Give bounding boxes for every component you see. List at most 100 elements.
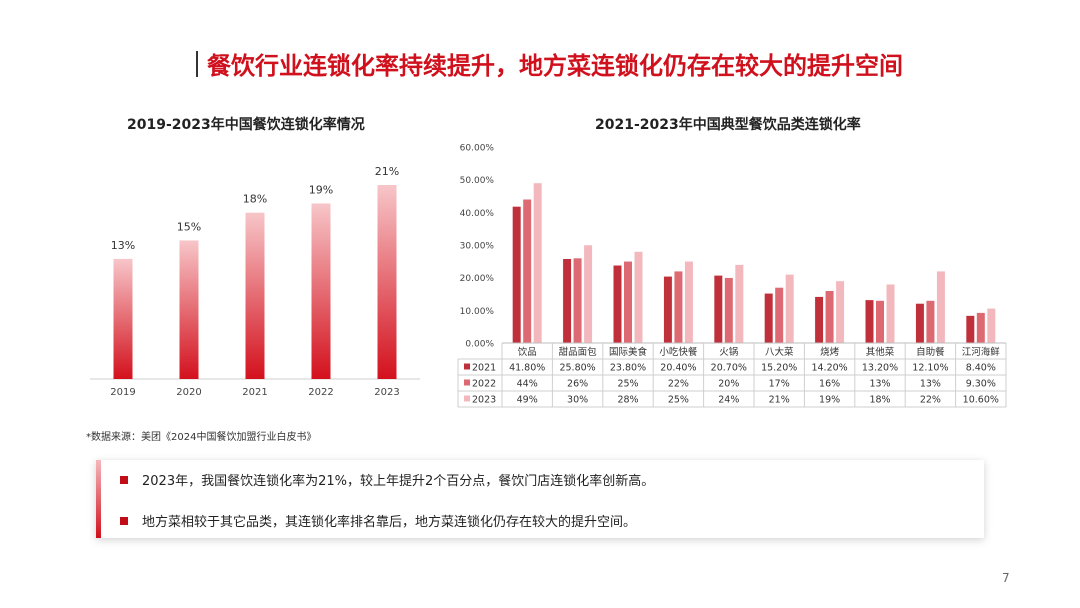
- chart2-table-cell: 13%: [920, 379, 941, 390]
- chart2-bar-2021: [814, 296, 824, 344]
- chart2-x-tick-label: 八大菜: [765, 346, 794, 358]
- chart1-x-tick-label: 2019: [110, 387, 135, 398]
- chart2-bar-2022: [623, 261, 633, 344]
- chart2-table-cell: 8.40%: [966, 363, 996, 374]
- summary-bullet-1-text: 2023年，我国餐饮连锁化率为21%，较上年提升2个百分点，餐饮门店连锁化率创新…: [142, 474, 655, 489]
- chart2-bar-2023: [734, 264, 744, 344]
- chart2-x-tick-label: 国际美食: [609, 346, 648, 358]
- chart1-bar: [311, 203, 331, 379]
- chart2-bar-2021: [764, 293, 774, 344]
- chart2-table-cell: 9.30%: [966, 379, 996, 390]
- chart2-legend-swatch: [464, 395, 470, 402]
- chart2-bar-2021: [512, 206, 522, 344]
- chart2-table-cell: 28%: [617, 395, 638, 406]
- chart2-table-cell: 13.20%: [862, 363, 898, 374]
- chart2-bar-2023: [684, 261, 694, 344]
- chart2-table-cell: 13%: [869, 379, 890, 390]
- chart2-bar-2022: [522, 199, 532, 344]
- chart2-bar-2023: [785, 274, 795, 344]
- summary-bullet-1: 2023年，我国餐饮连锁化率为21%，较上年提升2个百分点，餐饮门店连锁化率创新…: [120, 470, 654, 489]
- chart2-bar-2021: [965, 315, 975, 344]
- chart1-data-label: 13%: [111, 239, 135, 252]
- chart2-table-cell: 19%: [819, 395, 840, 406]
- chart1-x-tick-label: 2022: [308, 387, 333, 398]
- page-number: 7: [1002, 571, 1010, 585]
- chart1-x-tick-label: 2021: [242, 387, 267, 398]
- chart2-table-cell: 18%: [869, 395, 890, 406]
- summary-bullet-2-text: 地方菜相较于其它品类，其连锁化率排名靠后，地方菜连锁化仍存在较大的提升空间。: [142, 515, 637, 530]
- chart2-legend-label: 2023: [472, 395, 496, 406]
- chart2-table-cell: 41.80%: [509, 363, 545, 374]
- chart1-x-tick-label: 2023: [374, 387, 399, 398]
- chart2-table-cell: 25.80%: [559, 363, 595, 374]
- bullet-square-icon: [120, 476, 128, 484]
- chart2-legend-label: 2021: [472, 363, 496, 374]
- chart2-x-tick-label: 江河海鲜: [962, 346, 1001, 358]
- summary-panel: 2023年，我国餐饮连锁化率为21%，较上年提升2个百分点，餐饮门店连锁化率创新…: [96, 460, 984, 538]
- data-source-note: *数据来源：美团《2024中国餐饮加盟行业白皮书》: [86, 432, 317, 443]
- chart2-bar-2023: [533, 182, 543, 344]
- chart2-table-cell: 12.10%: [912, 363, 948, 374]
- chart2-table-cell: 20%: [718, 379, 739, 390]
- chart1-x-tick-label: 2020: [176, 387, 201, 398]
- chart1-bar: [245, 212, 265, 379]
- chart2-table-cell: 20.40%: [660, 363, 696, 374]
- chart2-bar-2023: [986, 308, 996, 344]
- chart2-bar-2021: [613, 265, 622, 344]
- chart2-table-cell: 22%: [920, 395, 941, 406]
- chart2-bar-2022: [673, 270, 683, 344]
- chart2-x-tick-label: 其他菜: [866, 346, 895, 358]
- chart2-x-tick-label: 甜品面包: [559, 346, 598, 358]
- chart2-table-cell: 10.60%: [963, 395, 999, 406]
- chart2-table-cell: 25%: [668, 395, 689, 406]
- chart1-data-label: 21%: [375, 165, 399, 178]
- chart2-legend-label: 2022: [472, 379, 496, 390]
- chart2-title: 2021-2023年中国典型餐饮品类连锁化率: [595, 117, 861, 133]
- chart2-y-tick-label: 0.00%: [465, 340, 494, 350]
- chart2-table-cell: 26%: [567, 379, 588, 390]
- chart2-table-cell: 24%: [718, 395, 739, 406]
- chart2-x-tick-label: 饮品: [518, 346, 537, 358]
- chart2-bar-2022: [774, 287, 784, 344]
- chart1-data-label: 19%: [309, 183, 333, 196]
- summary-bullet-2: 地方菜相较于其它品类，其连锁化率排名靠后，地方菜连锁化仍存在较大的提升空间。: [120, 511, 636, 530]
- bullet-square-icon: [120, 517, 128, 525]
- chart2-bar-2023: [936, 270, 946, 344]
- chart2-y-tick-label: 50.00%: [460, 176, 495, 186]
- chart2-bar-2023: [634, 251, 643, 344]
- chart1-title: 2019-2023年中国餐饮连锁化率情况: [127, 117, 365, 133]
- chart2-table-cell: 21%: [769, 395, 790, 406]
- chart2-x-tick-label: 自助餐: [916, 346, 945, 358]
- chart2-table-cell: 44%: [517, 379, 538, 390]
- chart2-y-tick-label: 40.00%: [460, 209, 495, 219]
- chart2-bar-2023: [886, 283, 895, 344]
- chart2-y-tick-label: 10.00%: [460, 307, 495, 317]
- chart2-bar-2022: [825, 290, 835, 344]
- chart2-table-cell: 14.20%: [811, 363, 847, 374]
- page-title: 餐饮行业连锁化率持续提升，地方菜连锁化仍存在较大的提升空间: [207, 52, 903, 80]
- chart1-data-label: 18%: [243, 193, 267, 206]
- chart2-table-cell: 22%: [668, 379, 689, 390]
- chart2-bar-2023: [835, 280, 845, 344]
- chart2-table-cell: 49%: [517, 395, 538, 406]
- chart2-table-cell: 17%: [769, 379, 790, 390]
- chart2-bar-2021: [663, 276, 673, 344]
- chart2-table-cell: 16%: [819, 379, 840, 390]
- chart1-data-label: 15%: [177, 220, 201, 233]
- chart2-y-tick-label: 60.00%: [460, 144, 495, 154]
- chart2-table-cell: 23.80%: [610, 363, 646, 374]
- chart2-legend-swatch: [464, 379, 470, 386]
- title-accent-bar: [196, 51, 198, 77]
- chart2-bar-2022: [976, 312, 986, 344]
- chart2-bar-2022: [875, 300, 885, 344]
- chart2-bar-2021: [713, 275, 723, 344]
- chart2-x-tick-label: 烧烤: [820, 346, 840, 358]
- chart2-bar-2022: [724, 277, 734, 344]
- chart2-table-cell: 20.70%: [711, 363, 747, 374]
- chart2-x-tick-label: 小吃快餐: [659, 346, 698, 358]
- chart2-y-tick-label: 30.00%: [460, 242, 495, 252]
- chart2-table-cell: 25%: [617, 379, 638, 390]
- chart2-x-tick-label: 火锅: [719, 347, 738, 358]
- chart2-bar-2022: [925, 300, 935, 344]
